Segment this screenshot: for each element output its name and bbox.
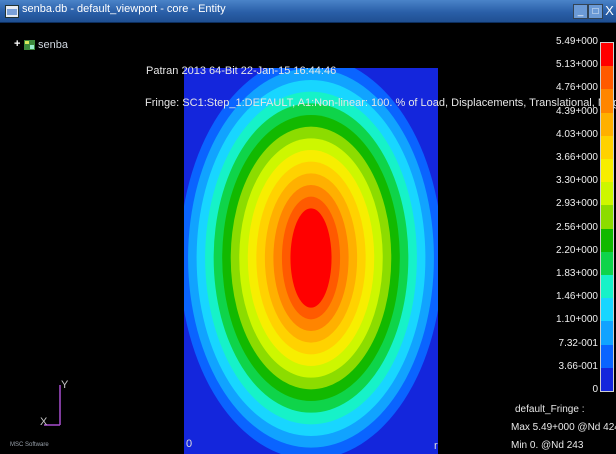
x-axis-label: X	[40, 416, 48, 428]
legend-color-segment	[601, 344, 613, 369]
legend-tick-label: 4.76+000	[556, 82, 598, 94]
color-legend-bar	[600, 42, 614, 392]
window-icon	[5, 5, 19, 18]
fringe-name: default_Fringe :	[515, 404, 585, 415]
origin-label: 0	[186, 438, 193, 450]
y-axis-label: Y	[61, 379, 69, 391]
fringe-plot	[184, 68, 438, 454]
legend-color-segment	[601, 112, 613, 137]
window-title: senba.db - default_viewport - core - Ent…	[22, 3, 226, 15]
legend-tick-label: 1.83+000	[556, 268, 598, 279]
legend-color-segment	[601, 43, 613, 67]
legend-color-segment	[601, 228, 613, 253]
legend-color-segment	[601, 298, 613, 322]
legend-color-segment	[601, 367, 613, 392]
legend-tick-label: 2.93+000	[556, 198, 598, 210]
model-name: senba	[38, 39, 68, 51]
legend-tick-label: 5.49+000	[556, 36, 598, 47]
corner-label: r	[434, 440, 438, 452]
legend-color-segment	[601, 275, 613, 299]
legend-tick-label: 5.13+000	[556, 59, 598, 71]
maximize-button[interactable]: □	[588, 4, 603, 19]
legend-tick-label: 4.03+000	[556, 128, 598, 140]
legend-color-segment	[601, 251, 613, 276]
legend-color-segment	[601, 135, 613, 160]
legend-color-segment	[601, 205, 613, 230]
legend-color-segment	[601, 182, 613, 206]
legend-tick-label: 3.66+000	[556, 152, 598, 163]
legend-tick-label: 7.32-001	[558, 337, 598, 349]
legend-tick-label: 4.39+000	[556, 105, 598, 117]
header-info: Patran 2013 64-Bit 22-Jan-15 16:44:46	[146, 65, 337, 77]
minimize-button[interactable]: _	[573, 4, 588, 19]
legend-color-segment	[601, 159, 613, 183]
close-button[interactable]: X	[605, 3, 614, 18]
max-value: Max 5.49+000 @Nd 424	[511, 422, 616, 433]
legend-color-segment	[601, 89, 613, 114]
model-icon	[24, 40, 35, 50]
coordinate-triad	[44, 385, 61, 426]
legend-tick-label: 1.10+000	[556, 314, 598, 326]
legend-tick-label: 0	[592, 384, 598, 395]
fringe-level-14	[290, 208, 332, 308]
legend-tick-label: 3.30+000	[556, 175, 598, 187]
legend-tick-label: 2.20+000	[556, 244, 598, 256]
legend-tick-label: 2.56+000	[556, 221, 598, 233]
legend-color-segment	[601, 321, 613, 346]
min-value: Min 0. @Nd 243	[511, 440, 584, 451]
msc-logo: MSC Software	[10, 442, 49, 448]
legend-tick-label: 3.66-001	[558, 360, 598, 372]
legend-tick-label: 1.46+000	[556, 291, 598, 303]
title-bar[interactable]: senba.db - default_viewport - core - Ent…	[0, 0, 616, 23]
fringe-description: Fringe: SC1:Step_1:DEFAULT, A1:Non-linea…	[145, 97, 616, 109]
expand-icon[interactable]: +	[14, 38, 21, 50]
legend-color-segment	[601, 66, 613, 90]
